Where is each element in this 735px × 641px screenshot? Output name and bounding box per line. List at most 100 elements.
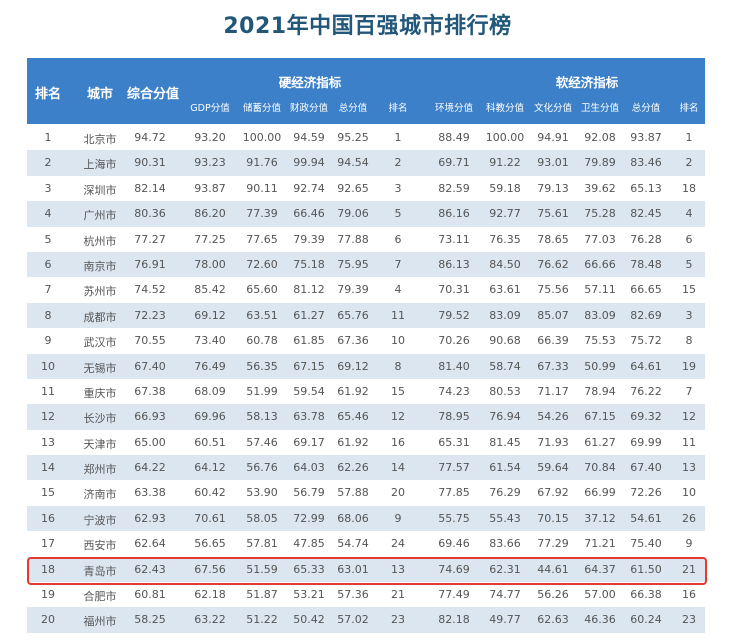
cell-education: 55.43 <box>489 511 521 525</box>
cell-education: 81.45 <box>489 435 521 449</box>
header-city: 城市 <box>86 87 114 102</box>
cell-rank: 5 <box>44 232 52 246</box>
cell-education: 74.77 <box>489 588 521 602</box>
cell-environment: 82.18 <box>438 613 470 627</box>
cell-soft-total: 67.40 <box>630 461 662 475</box>
cell-gdp: 85.42 <box>194 283 226 297</box>
table-row: 16 宁波市 62.93 70.61 58.05 72.99 68.06 9 55.75 55.4… <box>27 505 705 532</box>
cell-environment: 73.11 <box>438 232 470 246</box>
table-row: 10 无锡市 67.40 76.49 56.35 67.15 69.12 8 81.40 58.7… <box>27 353 705 379</box>
cell-environment: 82.59 <box>438 181 470 195</box>
cell-fiscal: 56.79 <box>293 486 325 500</box>
cell-gdp: 76.49 <box>194 359 226 373</box>
cell-hard-rank: 12 <box>391 410 405 424</box>
table-row: 8 成都市 72.23 69.12 63.51 61.27 65.76 11 79.52 83.0… <box>27 302 705 329</box>
cell-rank: 19 <box>41 588 55 602</box>
cell-fiscal: 94.59 <box>293 131 325 144</box>
cell-health: 75.53 <box>584 334 616 348</box>
cell-city: 福州市 <box>83 615 117 629</box>
cell-soft-total: 76.22 <box>630 384 662 398</box>
cell-rank: 13 <box>41 435 55 449</box>
cell-savings: 53.90 <box>246 486 278 500</box>
cell-health: 66.99 <box>584 486 616 500</box>
cell-culture: 93.01 <box>537 156 569 170</box>
cell-soft-rank: 13 <box>682 461 696 475</box>
cell-savings: 56.35 <box>246 359 278 373</box>
cell-soft-total: 82.45 <box>630 207 662 221</box>
cell-city: 苏州市 <box>83 285 117 299</box>
cell-hard-total: 57.02 <box>337 613 369 627</box>
cell-health: 57.00 <box>584 588 616 602</box>
cell-rank: 20 <box>41 613 55 627</box>
cell-hard-total: 79.06 <box>337 207 369 221</box>
cell-culture: 67.33 <box>537 359 569 373</box>
cell-environment: 69.71 <box>438 156 470 170</box>
cell-soft-rank: 12 <box>682 410 696 424</box>
cell-savings: 63.51 <box>246 308 278 322</box>
cell-hard-rank: 9 <box>394 511 402 525</box>
cell-rank: 14 <box>41 461 55 475</box>
cell-fiscal: 65.33 <box>293 562 325 576</box>
header-soft-rank: 排名 <box>679 103 699 114</box>
cell-composite: 62.43 <box>134 562 166 576</box>
cell-soft-total: 65.13 <box>630 181 662 195</box>
cell-hard-total: 67.36 <box>337 334 369 348</box>
cell-soft-rank: 5 <box>685 257 693 271</box>
header-soft-group: 软经济指标 <box>555 75 619 90</box>
cell-savings: 77.65 <box>246 232 278 246</box>
header-rank: 排名 <box>34 87 62 102</box>
cell-hard-rank: 14 <box>391 461 405 475</box>
cell-city: 重庆市 <box>83 386 117 400</box>
cell-rank: 1 <box>44 131 52 144</box>
cell-health: 67.15 <box>584 410 616 424</box>
header-culture: 文化分值 <box>533 103 573 114</box>
cell-hard-total: 61.92 <box>337 435 369 449</box>
cell-culture: 94.91 <box>537 131 569 144</box>
cell-environment: 74.23 <box>438 384 470 398</box>
table-row: 19 合肥市 60.81 62.18 51.87 53.21 57.36 21 77.49 74.… <box>27 582 705 607</box>
header-hard-group: 硬经济指标 <box>278 75 342 90</box>
cell-rank: 7 <box>44 283 52 297</box>
cell-city: 广州市 <box>83 209 117 223</box>
header-soft-total: 总分值 <box>631 103 661 114</box>
cell-composite: 60.81 <box>134 588 166 602</box>
cell-soft-total: 78.48 <box>630 257 662 271</box>
cell-health: 75.28 <box>584 207 616 221</box>
cell-fiscal: 47.85 <box>293 537 325 551</box>
cell-gdp: 67.56 <box>194 562 226 576</box>
cell-culture: 67.92 <box>537 486 569 500</box>
cell-culture: 54.26 <box>537 410 569 424</box>
cell-education: 63.61 <box>489 283 521 297</box>
cell-education: 62.31 <box>489 562 521 576</box>
cell-gdp: 56.65 <box>194 537 226 551</box>
cell-hard-total: 69.12 <box>337 359 369 373</box>
cell-composite: 80.36 <box>134 207 166 221</box>
cell-hard-rank: 5 <box>394 207 402 221</box>
cell-education: 84.50 <box>489 257 521 271</box>
table-row: 12 长沙市 66.93 69.96 58.13 63.78 65.46 12 78.95 76.… <box>27 404 705 430</box>
cell-soft-rank: 11 <box>682 435 696 449</box>
cell-fiscal: 50.42 <box>293 613 325 627</box>
table-row: 4 广州市 80.36 86.20 77.39 66.46 79.06 5 86.16 92.77… <box>27 201 705 227</box>
table-row: 14 郑州市 64.22 64.12 56.76 64.03 62.26 14 77.57 61.… <box>27 455 705 481</box>
header-hard-total: 总分值 <box>338 103 368 114</box>
cell-gdp: 63.22 <box>194 613 226 627</box>
cell-culture: 44.61 <box>537 562 569 576</box>
cell-savings: 58.13 <box>246 410 278 424</box>
cell-hard-rank: 21 <box>391 588 405 602</box>
cell-savings: 72.60 <box>246 257 278 271</box>
cell-composite: 62.64 <box>134 537 166 551</box>
cell-education: 59.18 <box>489 181 521 195</box>
cell-soft-total: 66.65 <box>630 283 662 297</box>
cell-savings: 51.59 <box>246 562 278 576</box>
table-row: 20 福州市 58.25 63.22 51.22 50.42 57.02 23 82.18 49.… <box>27 607 705 633</box>
cell-city: 青岛市 <box>83 564 117 578</box>
table-row: 17 西安市 62.64 56.65 57.81 47.85 54.74 24 69.46 83.… <box>27 531 705 556</box>
cell-fiscal: 69.17 <box>293 435 325 449</box>
table-row: 9 武汉市 70.55 73.40 60.78 61.85 67.36 10 70.26 90.6… <box>27 328 705 353</box>
cell-composite: 82.14 <box>134 181 166 195</box>
header-savings: 储蓄分值 <box>242 103 282 114</box>
cell-soft-rank: 18 <box>682 181 696 195</box>
header-education: 科教分值 <box>485 103 525 114</box>
cell-gdp: 77.25 <box>194 232 226 246</box>
